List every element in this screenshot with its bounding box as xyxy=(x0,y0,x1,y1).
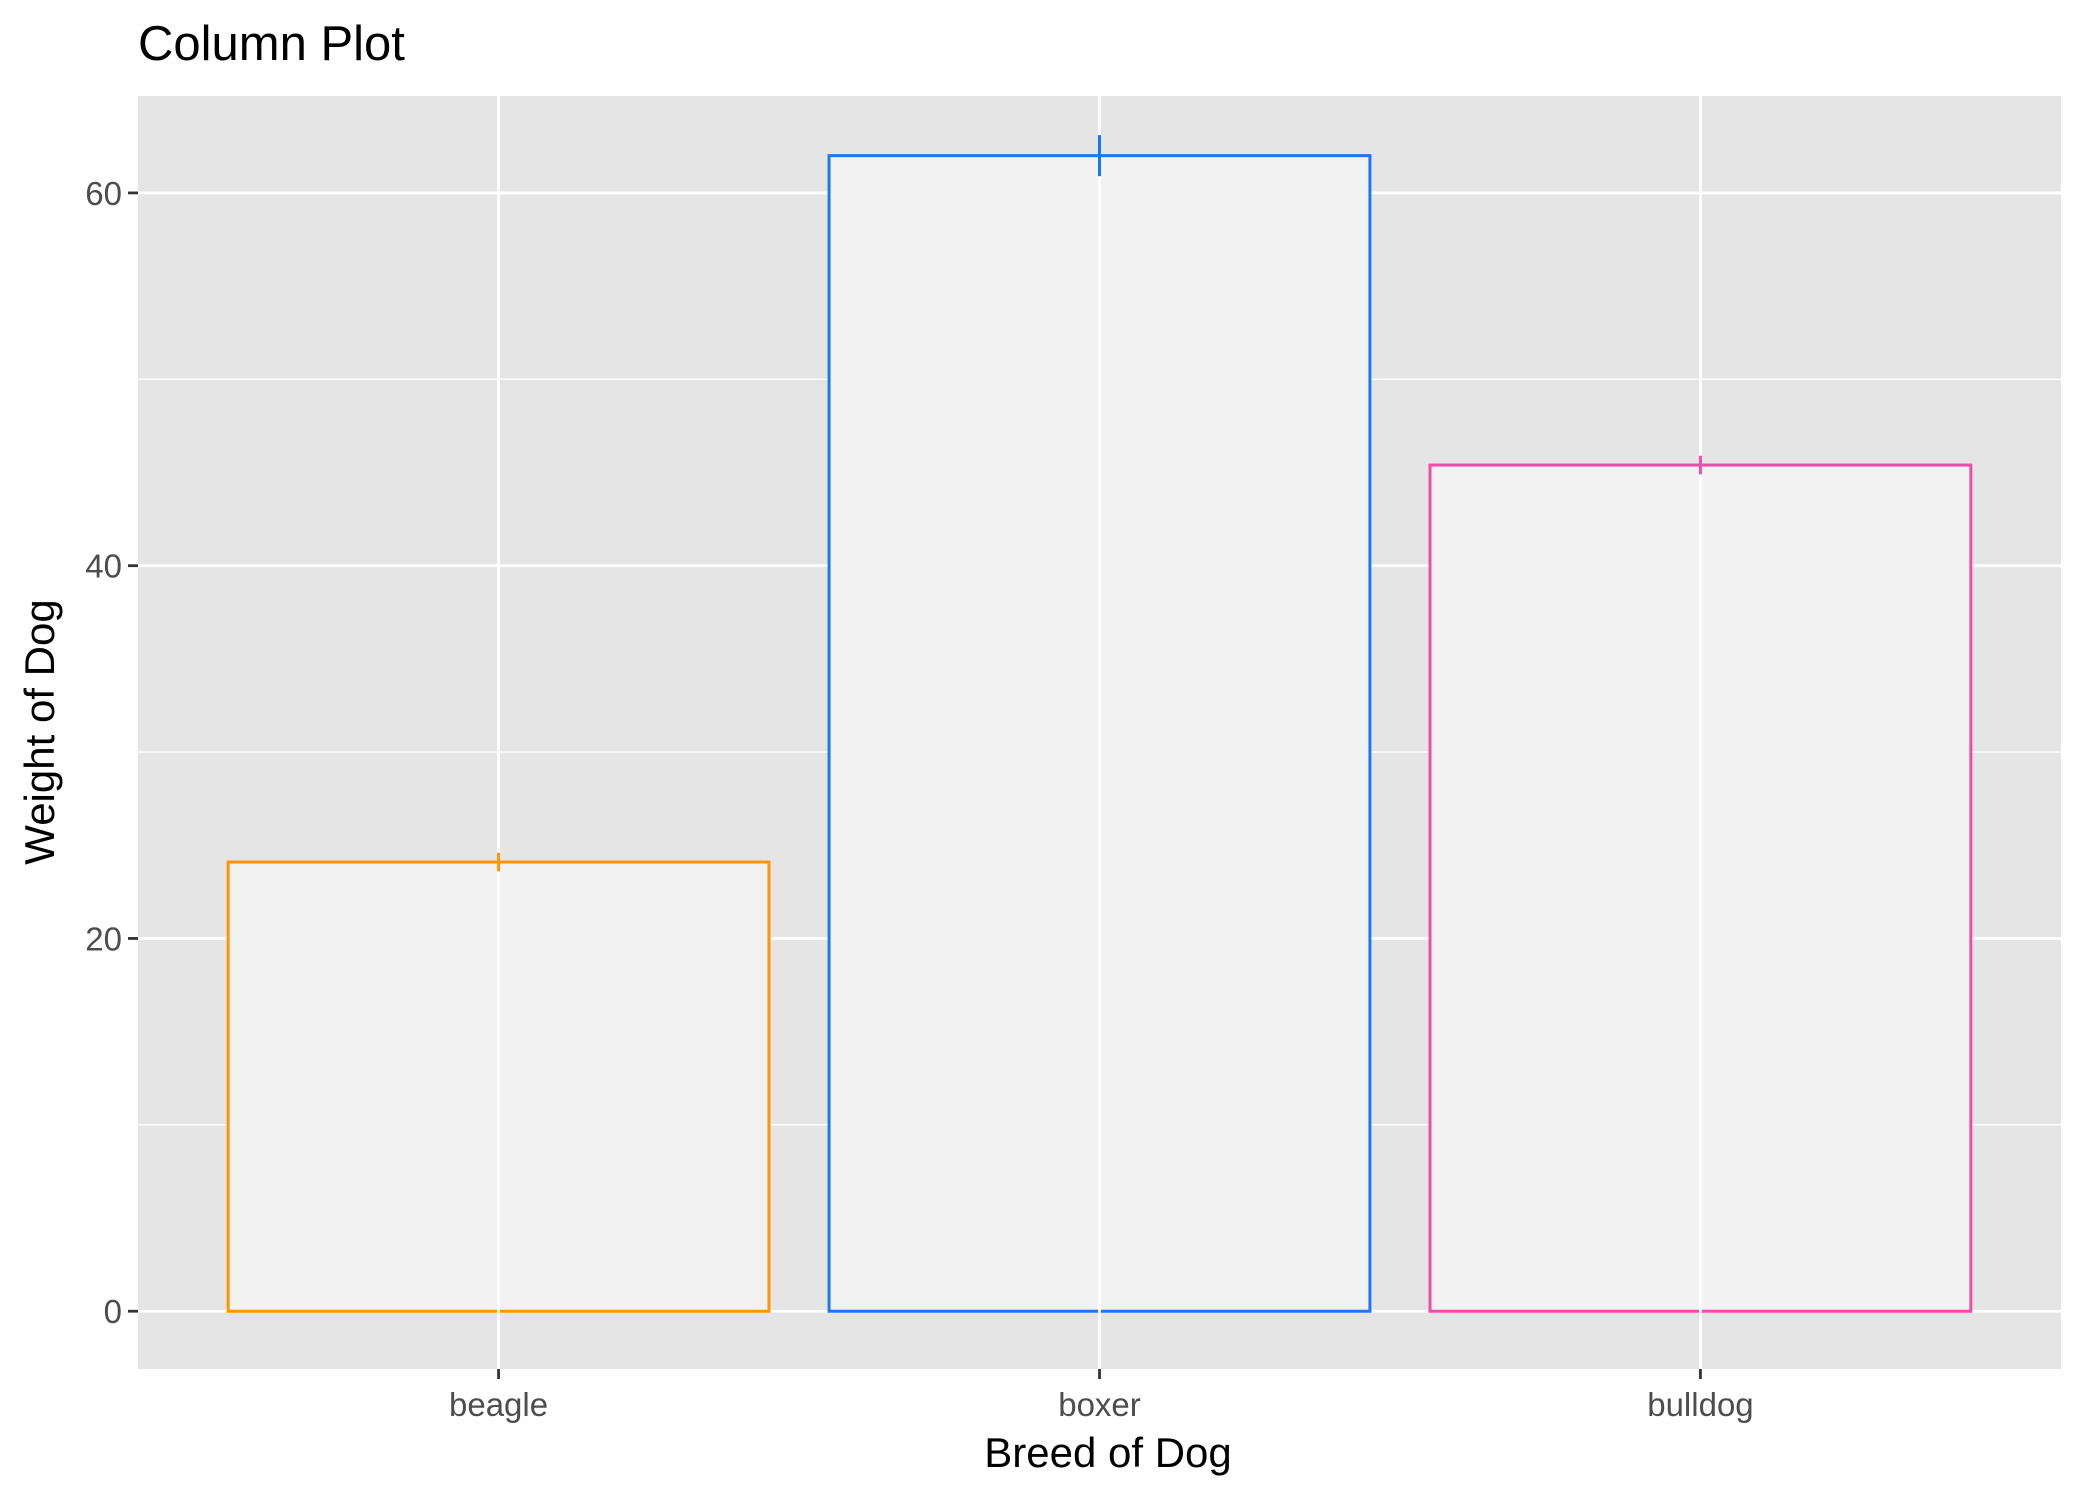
y-tick-label: 60 xyxy=(85,175,122,212)
y-axis-title: Weight of Dog xyxy=(16,599,63,864)
x-tick-label: beagle xyxy=(449,1386,548,1423)
bars xyxy=(226,96,1973,1369)
y-tick-label: 20 xyxy=(85,920,122,957)
x-tick-label: boxer xyxy=(1058,1386,1141,1423)
x-axis-title: Breed of Dog xyxy=(984,1429,1232,1476)
axes: 0 20 40 60 beagle boxer bulldog xyxy=(85,175,1753,1423)
y-tick-label: 0 xyxy=(104,1293,122,1330)
y-tick-label: 40 xyxy=(85,548,122,585)
chart-title: Column Plot xyxy=(138,17,405,71)
x-tick-label: bulldog xyxy=(1647,1386,1753,1423)
